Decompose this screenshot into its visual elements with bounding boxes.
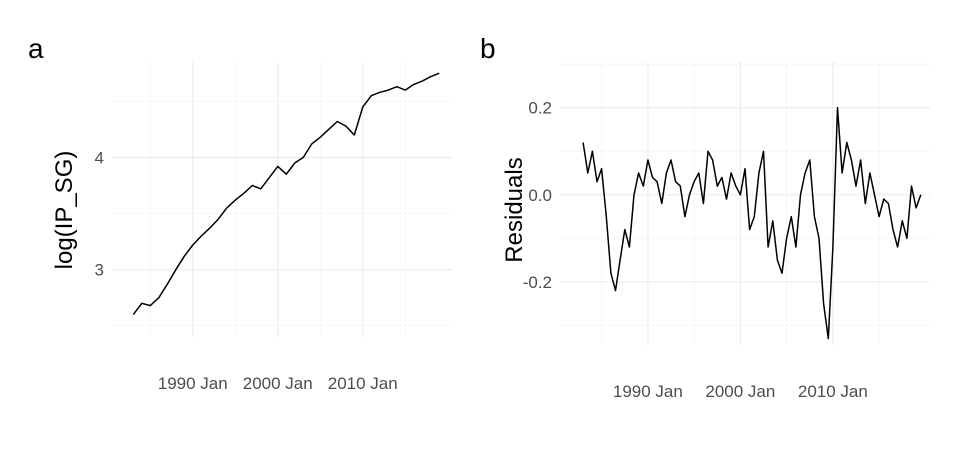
panel-b: b Residuals 0.2 0.0 -0.2 1990 Jan 2000 Jan 2…: [480, 33, 930, 401]
panel-b-y-ticks: 0.2 0.0 -0.2: [523, 99, 552, 292]
panel-b-y-axis-title: Residuals: [501, 157, 528, 262]
panel-a-y-tick-label: 3: [95, 261, 104, 280]
panel-a-x-ticks: 1990 Jan 2000 Jan 2010 Jan: [158, 374, 398, 393]
panel-a-series-line: [132, 72, 440, 316]
panel-a-y-ticks: 34: [95, 148, 104, 279]
panel-a-x-tick-label: 1990 Jan: [158, 374, 228, 393]
panel-b-y-tick-label: -0.2: [523, 273, 552, 292]
panel-a-y-axis-title: log(IP_SG): [51, 151, 78, 270]
panel-a-grid: [112, 62, 452, 337]
panel-a: a log(IP_SG) 34 1990 Jan 2000 Jan 2010 Jan: [28, 33, 452, 393]
panel-a-x-tick-label: 2000 Jan: [243, 374, 313, 393]
panel-b-x-tick-label: 2000 Jan: [705, 382, 775, 401]
panel-b-series-line: [582, 106, 922, 340]
panel-b-y-tick-label: 0.2: [528, 99, 552, 118]
panel-b-data: [582, 106, 922, 340]
panel-b-y-tick-label: 0.0: [528, 186, 552, 205]
panel-b-x-tick-label: 1990 Jan: [613, 382, 683, 401]
panel-b-x-ticks: 1990 Jan 2000 Jan 2010 Jan: [613, 382, 868, 401]
panel-a-label: a: [28, 33, 44, 64]
panel-a-x-tick-label: 2010 Jan: [328, 374, 398, 393]
panel-a-data: [132, 72, 440, 316]
panel-b-x-tick-label: 2010 Jan: [798, 382, 868, 401]
panel-b-label: b: [480, 33, 496, 64]
panel-b-grid: [560, 62, 930, 345]
panel-a-y-tick-label: 4: [95, 148, 104, 167]
